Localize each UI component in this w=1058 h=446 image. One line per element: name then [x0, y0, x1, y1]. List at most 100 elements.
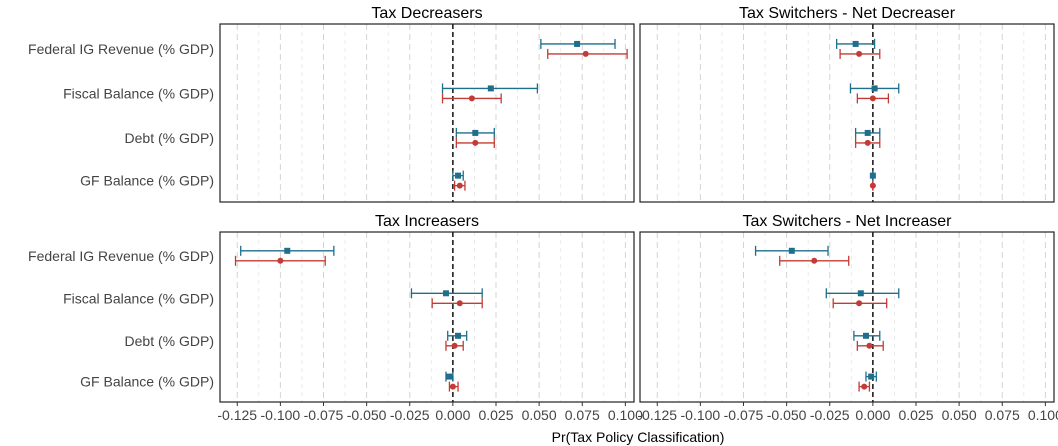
panel-title: Tax Increasers	[375, 213, 479, 230]
category-label: GF Balance (% GDP)	[80, 374, 214, 390]
panels-layer: Tax Decreasers Federal IG Revenue (% GDP)…	[28, 5, 1058, 423]
category-label: Federal IG Revenue (% GDP)	[28, 41, 214, 57]
errorbar-point	[445, 340, 464, 351]
errorbar-point	[455, 127, 495, 138]
errorbar-point	[869, 170, 876, 181]
point-marker-circle	[811, 257, 818, 264]
errorbar-point	[240, 245, 335, 256]
x-tick-label: -0.075	[304, 407, 344, 423]
x-tick-label: -0.125	[637, 407, 677, 423]
point-marker-square	[487, 85, 494, 92]
category-label: Fiscal Balance (% GDP)	[63, 290, 214, 306]
errorbar-point	[779, 255, 850, 266]
point-marker-square	[857, 290, 864, 297]
errorbar-point	[452, 170, 464, 181]
category-label: Federal IG Revenue (% GDP)	[28, 248, 214, 264]
point-marker-square	[455, 172, 462, 179]
panel-1: Tax Switchers - Net Decreaser	[639, 5, 1055, 203]
point-marker-circle	[869, 95, 876, 102]
errorbar-point	[858, 381, 871, 392]
errorbar-point	[431, 298, 483, 309]
panel-title: Tax Decreasers	[371, 5, 482, 22]
errorbar-point	[856, 340, 884, 351]
panel-0: Tax Decreasers Federal IG Revenue (% GDP)…	[28, 5, 635, 203]
point-marker-circle	[861, 383, 868, 390]
x-tick-label: -0.025	[390, 407, 430, 423]
x-tick-label: 0.000	[435, 407, 470, 423]
errorbar-point	[849, 83, 900, 94]
errorbar-point	[234, 255, 326, 266]
errorbar-point	[453, 180, 466, 191]
point-marker-square	[442, 290, 449, 297]
point-marker-circle	[456, 182, 463, 189]
category-label: GF Balance (% GDP)	[80, 173, 214, 189]
point-marker-circle	[864, 139, 871, 146]
errorbar-point	[754, 245, 829, 256]
panel-frame	[639, 231, 1055, 403]
panel-3: Tax Switchers - Net Increaser -0.125 -0.10…	[637, 213, 1058, 423]
errorbar-point	[854, 137, 881, 148]
x-tick-label: 0.100	[608, 407, 643, 423]
errorbar-point	[447, 330, 468, 341]
point-marker-circle	[856, 50, 863, 57]
point-marker-square	[869, 172, 876, 179]
point-marker-square	[455, 332, 462, 339]
x-tick-label: 0.025	[898, 407, 933, 423]
point-marker-circle	[468, 95, 475, 102]
errorbar-point	[540, 38, 616, 49]
point-marker-square	[446, 373, 453, 380]
category-label: Debt (% GDP)	[125, 333, 214, 349]
point-marker-circle	[472, 139, 479, 146]
x-tick-label: -0.050	[767, 407, 807, 423]
errorbar-point	[856, 93, 890, 104]
x-tick-label: -0.050	[347, 407, 387, 423]
errorbar-point	[825, 288, 900, 299]
point-marker-circle	[582, 50, 589, 57]
errorbar-point	[832, 298, 888, 309]
x-tick-label: 0.025	[478, 407, 513, 423]
x-tick-label: -0.075	[724, 407, 764, 423]
point-marker-square	[574, 40, 581, 47]
panel-frame	[219, 23, 635, 203]
errorbar-point	[441, 83, 539, 94]
point-marker-circle	[866, 342, 873, 349]
x-axis-title: Pr(Tax Policy Classification)	[552, 429, 725, 445]
point-marker-square	[871, 85, 878, 92]
point-marker-circle	[869, 182, 876, 189]
panel-frame	[219, 231, 635, 403]
x-tick-label: 0.000	[855, 407, 890, 423]
errorbar-point	[869, 180, 876, 191]
errorbar-point	[445, 371, 454, 382]
point-marker-circle	[856, 300, 863, 307]
point-marker-square	[788, 247, 795, 254]
errorbar-point	[839, 48, 881, 59]
x-tick-label: -0.100	[261, 407, 301, 423]
category-label: Fiscal Balance (% GDP)	[63, 85, 214, 101]
x-tick-label: -0.025	[810, 407, 850, 423]
point-marker-square	[284, 247, 291, 254]
errorbar-point	[836, 38, 876, 49]
errorbar-point	[854, 127, 881, 138]
errorbar-point	[865, 371, 877, 382]
point-marker-square	[472, 129, 479, 136]
errorbar-point	[448, 381, 459, 392]
errorbar-point	[455, 137, 495, 148]
panel-frame	[639, 23, 1055, 203]
errorbar-point	[547, 48, 628, 59]
panel-title: Tax Switchers - Net Increaser	[743, 213, 953, 230]
point-marker-circle	[277, 257, 284, 264]
category-label: Debt (% GDP)	[125, 130, 214, 146]
panel-2: Tax Increasers Federal IG Revenue (% GDP)…	[28, 213, 643, 423]
x-tick-label: 0.075	[565, 407, 600, 423]
errorbar-point	[410, 288, 483, 299]
x-tick-label: 0.050	[522, 407, 557, 423]
x-tick-label: 0.050	[942, 407, 977, 423]
x-tick-label: -0.125	[217, 407, 257, 423]
point-marker-circle	[449, 383, 456, 390]
errorbar-point	[853, 330, 881, 341]
point-marker-circle	[456, 300, 463, 307]
x-tick-label: -0.100	[681, 407, 721, 423]
errorbar-point	[441, 93, 502, 104]
panel-title: Tax Switchers - Net Decreaser	[739, 5, 956, 22]
